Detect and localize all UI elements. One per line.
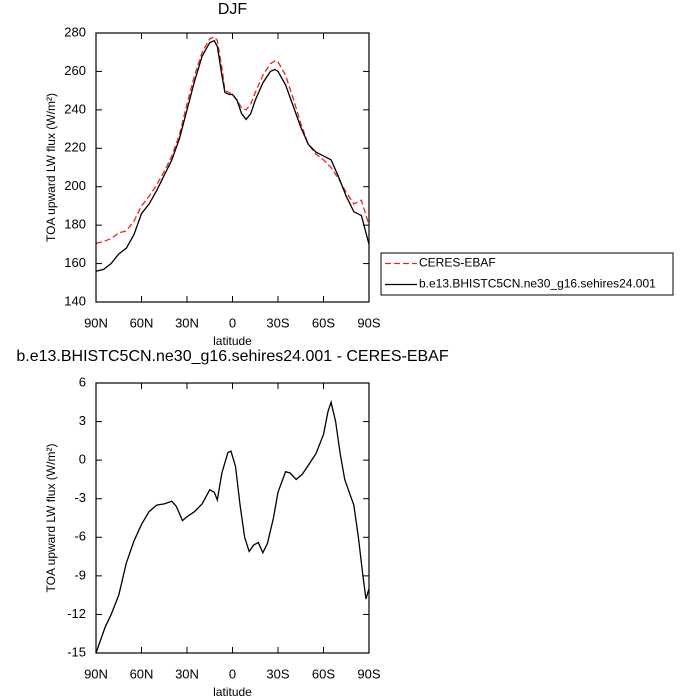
y-tick-label: 0 xyxy=(79,452,86,467)
y-tick-label: 3 xyxy=(79,413,86,428)
x-tick-label: 60S xyxy=(312,315,335,330)
x-tick-label: 0 xyxy=(229,666,236,681)
y-tick-label: 6 xyxy=(79,374,86,389)
x-axis-label: latitude xyxy=(213,334,252,348)
data-line xyxy=(95,399,370,654)
y-tick-label: -12 xyxy=(67,606,86,621)
data-line xyxy=(95,36,370,245)
x-tick-label: 0 xyxy=(229,315,236,330)
x-tick-label: 90N xyxy=(84,315,108,330)
plot-frame xyxy=(95,382,370,654)
y-tick-label: 220 xyxy=(64,140,86,155)
x-tick-label: 90S xyxy=(357,315,380,330)
x-tick-label: 90S xyxy=(357,666,380,681)
x-tick-label: 30S xyxy=(266,666,289,681)
x-tick-label: 60S xyxy=(312,666,335,681)
legend-label: CERES-EBAF xyxy=(419,256,496,270)
x-axis-label: latitude xyxy=(213,685,252,699)
x-tick-label: 60N xyxy=(130,666,154,681)
y-tick-label: -3 xyxy=(74,490,86,505)
x-tick-label: 30S xyxy=(266,315,289,330)
y-axis-label: TOA upward LW flux (W/m²) xyxy=(44,93,58,242)
x-tick-label: 30N xyxy=(175,315,199,330)
x-tick-label: 60N xyxy=(130,315,154,330)
y-tick-label: -15 xyxy=(67,644,86,659)
y-tick-label: 240 xyxy=(64,101,86,116)
plot-frame xyxy=(95,32,370,303)
y-tick-label: -6 xyxy=(74,529,86,544)
y-tick-label: -9 xyxy=(74,567,86,582)
data-line xyxy=(95,39,370,272)
y-tick-label: 260 xyxy=(64,63,86,78)
x-tick-label: 90N xyxy=(84,666,108,681)
chart-title: b.e13.BHISTC5CN.ne30_g16.sehires24.001 -… xyxy=(16,348,448,365)
y-tick-label: 180 xyxy=(64,217,86,232)
y-tick-label: 200 xyxy=(64,178,86,193)
legend-box xyxy=(380,252,674,296)
y-axis-label: TOA upward LW flux (W/m²) xyxy=(44,444,58,593)
chart-title: DJF xyxy=(218,1,248,18)
y-tick-label: 280 xyxy=(64,24,86,39)
y-tick-label: 140 xyxy=(64,293,86,308)
x-tick-label: 30N xyxy=(175,666,199,681)
y-tick-label: 160 xyxy=(64,255,86,270)
legend-label: b.e13.BHISTC5CN.ne30_g16.sehires24.001 xyxy=(419,277,656,291)
